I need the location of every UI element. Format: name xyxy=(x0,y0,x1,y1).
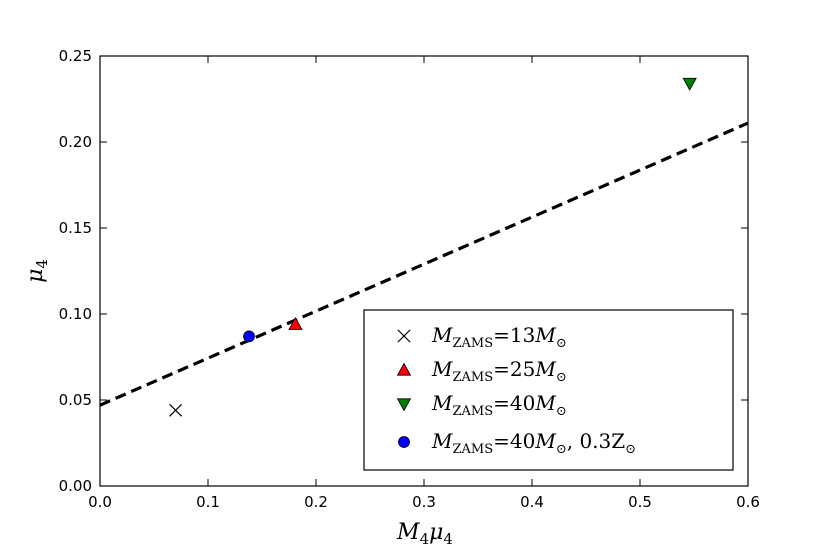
legend-entry-3: MZAMS=40M⊙, 0.3Z⊙ xyxy=(431,429,636,457)
legend-marker-2 xyxy=(396,398,412,412)
legend-marker-0-stroke-b xyxy=(397,329,411,343)
legend-1-sub: ZAMS xyxy=(452,370,493,385)
legend-entry-0: MZAMS=13M⊙ xyxy=(431,323,567,351)
fit-line-group xyxy=(99,121,749,407)
axis-ticks: 0.0 0.1 0.2 0.3 0.4 0.5 0.6 0.00 0.05 0.10 0.15 0.2… xyxy=(59,47,760,511)
x-axis-label: M4μ4 xyxy=(396,520,453,548)
x-tick-label-0: 0.0 xyxy=(88,493,112,511)
legend-markers xyxy=(396,329,412,448)
legend-3-m: M xyxy=(431,429,453,453)
legend-0-m: M xyxy=(431,323,453,347)
legend-entry-1: MZAMS=25M⊙ xyxy=(431,357,567,385)
x-tick-label-6: 0.6 xyxy=(736,493,760,511)
legend-marker-0 xyxy=(397,329,411,343)
legend-0-eq: =13 xyxy=(493,323,535,347)
legend-3-eq: =40 xyxy=(493,429,535,453)
point-1-0 xyxy=(288,316,303,330)
legend-0-sub: ZAMS xyxy=(452,336,493,351)
y-tick-label-1: 0.05 xyxy=(59,391,92,409)
legend-1-eq: =25 xyxy=(493,357,535,381)
x-tick-label-4: 0.4 xyxy=(520,493,544,511)
legend-3-sun2: ⊙ xyxy=(625,442,636,457)
legend-2-m: M xyxy=(431,391,453,415)
legend-1-m: M xyxy=(431,357,453,381)
point-3-0 xyxy=(243,330,255,343)
x-tick-label-3: 0.3 xyxy=(412,493,436,511)
legend-3-m2: M xyxy=(534,429,556,453)
legend-frame xyxy=(363,309,734,471)
legend-1-m2: M xyxy=(534,357,556,381)
data-points xyxy=(169,77,697,417)
fit-line xyxy=(99,121,749,407)
legend-entry-2: MZAMS=40M⊙ xyxy=(431,391,567,419)
legend-3-extra: , 0.3Z xyxy=(567,429,626,453)
x-label-main: M xyxy=(396,520,420,545)
legend-2-sub: ZAMS xyxy=(452,404,493,419)
legend-0-m2: M xyxy=(534,323,556,347)
legend-2-m2: M xyxy=(534,391,556,415)
y-tick-label-4: 0.20 xyxy=(59,133,92,151)
legend-3-sun: ⊙ xyxy=(556,442,567,457)
legend-2-sun: ⊙ xyxy=(556,404,567,419)
legend: MZAMS=13M⊙ MZAMS=25M⊙ MZAMS=40M⊙ MZAMS=4… xyxy=(363,309,734,471)
y-label-sub: 4 xyxy=(33,259,51,269)
legend-0-sun: ⊙ xyxy=(556,336,567,351)
x-label-sub2: 4 xyxy=(443,530,453,548)
point-0-0-stroke-b xyxy=(169,403,183,417)
x-tick-label-2: 0.2 xyxy=(304,493,328,511)
y-tick-label-0: 0.00 xyxy=(59,477,92,495)
legend-marker-1 xyxy=(396,362,412,376)
y-axis-label: μ4 xyxy=(23,259,51,283)
plot-frame xyxy=(99,55,749,487)
y-tick-label-5: 0.25 xyxy=(59,47,92,65)
x-label-sub: 4 xyxy=(420,530,430,548)
legend-marker-3 xyxy=(398,436,410,448)
y-label-main: μ xyxy=(23,269,48,283)
legend-1-sun: ⊙ xyxy=(556,370,567,385)
y-tick-label-3: 0.15 xyxy=(59,219,92,237)
point-0-0 xyxy=(169,403,183,417)
y-tick-label-2: 0.10 xyxy=(59,305,92,323)
x-tick-label-1: 0.1 xyxy=(196,493,220,511)
x-label-main2: μ xyxy=(429,520,443,545)
x-tick-label-5: 0.5 xyxy=(628,493,652,511)
legend-2-eq: =40 xyxy=(493,391,535,415)
point-2-0 xyxy=(682,77,697,91)
legend-3-sub: ZAMS xyxy=(452,442,493,457)
